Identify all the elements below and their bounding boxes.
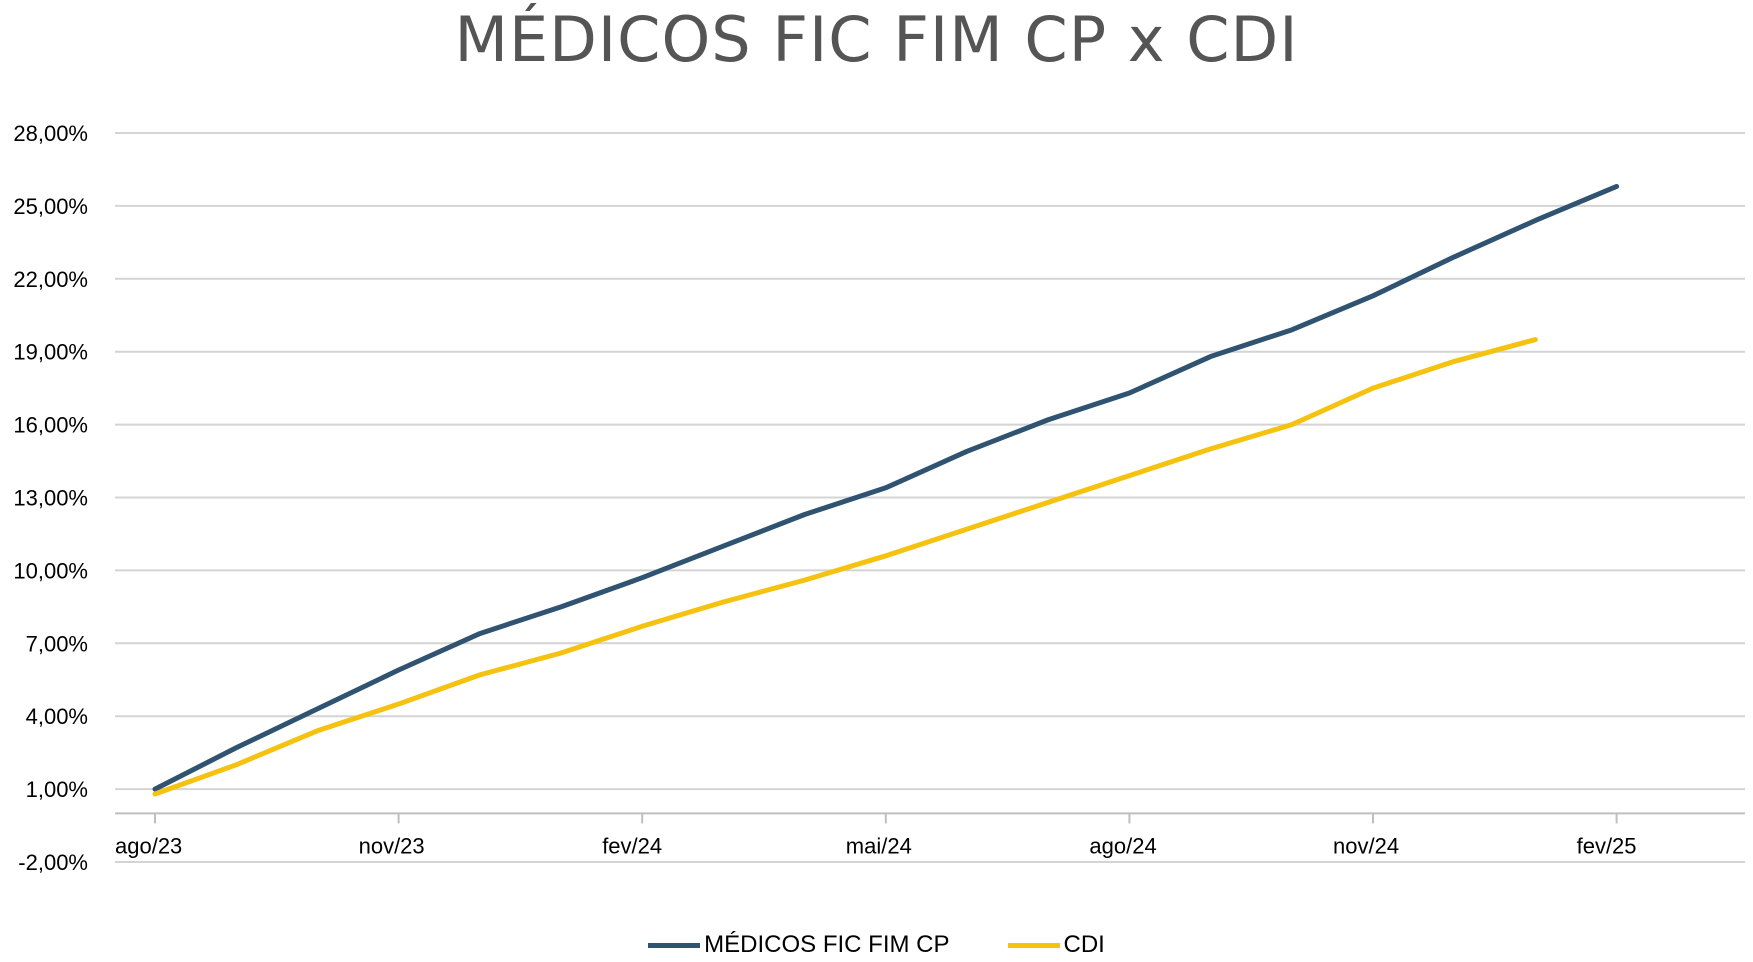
x-tick-label: mai/24	[846, 833, 912, 858]
y-tick-label: 22,00%	[13, 267, 88, 292]
x-axis: ago/23 nov/23 fev/24 mai/24 ago/24 nov/24 fev/…	[115, 812, 1745, 858]
legend-swatch-medicos	[648, 942, 701, 948]
y-tick-label: 10,00%	[13, 558, 88, 583]
y-tick-label: -2,00%	[18, 850, 88, 875]
y-tick-label: 4,00%	[26, 704, 88, 729]
gridlines	[115, 132, 1745, 863]
x-tick-label: ago/23	[115, 833, 182, 858]
y-axis-ticks: -2,00% 1,00% 4,00% 7,00% 10,00% 13,00% 16,00% 1…	[13, 121, 88, 875]
y-tick-label: 7,00%	[26, 631, 88, 656]
series-line-medicos	[152, 183, 1620, 792]
legend-item-cdi: CDI	[1007, 931, 1105, 959]
x-tick-label: fev/25	[1577, 833, 1637, 858]
y-tick-label: 28,00%	[13, 121, 88, 146]
legend-label-cdi: CDI	[1063, 931, 1105, 958]
y-tick-label: 25,00%	[13, 194, 88, 219]
chart-title: MÉDICOS FIC FIM CP x CDI	[454, 3, 1299, 76]
x-tick-label: fev/24	[602, 833, 662, 858]
legend-swatch-cdi	[1007, 942, 1060, 948]
y-tick-label: 16,00%	[13, 413, 88, 438]
x-tick-label: ago/24	[1089, 833, 1156, 858]
legend: MÉDICOS FIC FIM CP CDI	[0, 928, 1753, 962]
y-tick-label: 1,00%	[26, 777, 88, 802]
y-tick-label: 13,00%	[13, 486, 88, 511]
series-lines	[152, 183, 1620, 797]
series-line-cdi	[152, 337, 1538, 797]
x-tick-label: nov/24	[1333, 833, 1399, 858]
y-tick-label: 19,00%	[13, 340, 88, 365]
x-tick-label: nov/23	[359, 833, 425, 858]
line-chart: -2,00% 1,00% 4,00% 7,00% 10,00% 13,00% 16,00% 1…	[13, 121, 1745, 875]
legend-label-medicos: MÉDICOS FIC FIM CP	[704, 931, 950, 958]
legend-item-medicos: MÉDICOS FIC FIM CP	[648, 931, 950, 959]
